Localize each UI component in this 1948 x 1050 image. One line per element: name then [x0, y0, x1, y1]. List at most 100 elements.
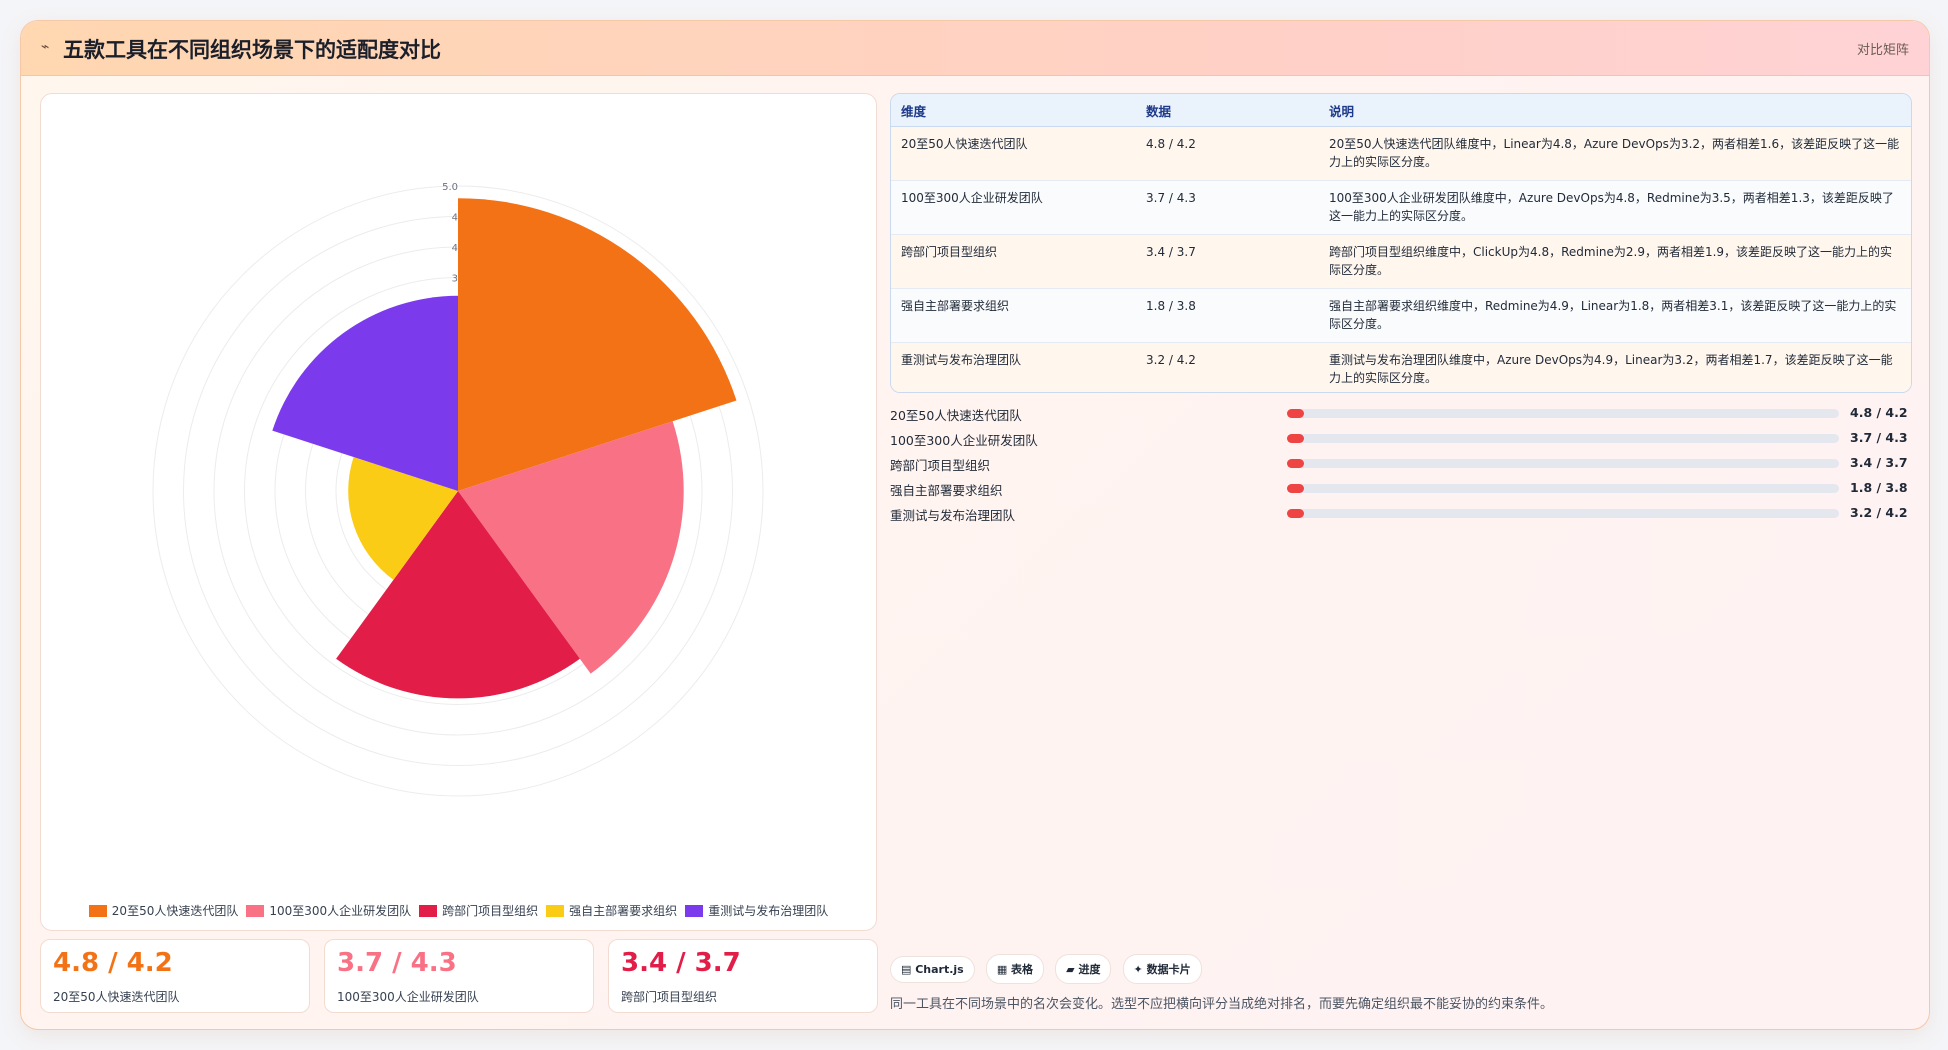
legend-item[interactable]: 20至50人快速迭代团队 [88, 902, 239, 919]
chip-progress[interactable]: ▰ 进度 [1055, 954, 1112, 984]
legend-label: 20至50人快速迭代团队 [111, 904, 239, 918]
legend-label: 强自主部署要求组织 [569, 904, 678, 918]
stat-label: 100至300人企业研发团队 [337, 990, 479, 1004]
progress-track [1287, 409, 1839, 418]
cell-dimension: 跨部门项目型组织 [891, 234, 1136, 289]
cell-description: 重测试与发布治理团队维度中，Azure DevOps为4.9，Linear为3.… [1319, 342, 1911, 392]
stat-card: 4.8 / 4.2 20至50人快速迭代团队 [40, 939, 310, 1013]
stat-card: 3.4 / 3.7 跨部门项目型组织 [608, 939, 878, 1013]
table-row: 重测试与发布治理团队 3.2 / 4.2 重测试与发布治理团队维度中，Azure… [891, 342, 1911, 392]
progress-value: 3.2 / 4.2 [1850, 505, 1908, 520]
legend-label: 100至300人企业研发团队 [269, 904, 412, 918]
legend-label: 跨部门项目型组织 [442, 904, 539, 918]
chip-data-cards[interactable]: ✦ 数据卡片 [1122, 954, 1202, 984]
progress-row: 重测试与发布治理团队 3.2 / 4.2 [890, 503, 1910, 528]
r-tick-label: 5.0 [442, 182, 458, 193]
progress-label: 强自主部署要求组织 [890, 483, 1003, 498]
progress-value: 1.8 / 3.8 [1850, 480, 1908, 495]
cell-data: 1.8 / 3.8 [1136, 288, 1319, 343]
legend-swatch [246, 905, 265, 917]
table-row: 100至300人企业研发团队 3.7 / 4.3 100至300人企业研发团队维… [891, 180, 1911, 235]
cell-data: 4.8 / 4.2 [1136, 126, 1319, 181]
progress-fill [1287, 459, 1304, 468]
progress-label: 重测试与发布治理团队 [890, 508, 1016, 523]
grid-ring [152, 185, 764, 797]
stat-value: 4.8 / 4.2 [53, 948, 173, 978]
chip-row: ▤ Chart.js ▦ 表格 ▰ 进度 ✦ 数据卡片 [890, 954, 1208, 984]
data-table: 维度 数据 说明 20至50人快速迭代团队 4.8 / 4.2 20至50人快速… [890, 93, 1912, 393]
cell-dimension: 100至300人企业研发团队 [891, 180, 1136, 235]
polar-sector[interactable] [458, 421, 684, 674]
progress-track [1287, 484, 1839, 493]
stat-card: 3.7 / 4.3 100至300人企业研发团队 [324, 939, 594, 1013]
progress-fill [1287, 434, 1304, 443]
table-row: 20至50人快速迭代团队 4.8 / 4.2 20至50人快速迭代团队维度中，L… [891, 126, 1911, 181]
legend-item[interactable]: 强自主部署要求组织 [546, 902, 677, 919]
progress-fill [1287, 509, 1304, 518]
progress-list: 20至50人快速迭代团队 4.8 / 4.2 100至300人企业研发团队 3.7 /… [890, 403, 1910, 528]
stat-value: 3.4 / 3.7 [621, 948, 741, 978]
legend-swatch [546, 905, 565, 917]
progress-fill [1287, 409, 1304, 418]
table-row: 跨部门项目型组织 3.4 / 3.7 跨部门项目型组织维度中，ClickUp为4… [891, 234, 1911, 289]
page-title: 五款工具在不同组织场景下的适配度对比 [63, 38, 441, 62]
cell-description: 20至50人快速迭代团队维度中，Linear为4.8，Azure DevOps为… [1319, 126, 1911, 181]
progress-row: 跨部门项目型组织 3.4 / 3.7 [890, 453, 1910, 478]
legend-swatch [419, 905, 438, 917]
stat-value: 3.7 / 4.3 [337, 948, 457, 978]
chart-legend: 20至50人快速迭代团队 100至300人企业研发团队 跨部门项目型组织 强自主部署要… [41, 902, 876, 919]
polar-sector[interactable] [458, 198, 737, 491]
stat-label: 跨部门项目型组织 [621, 990, 718, 1004]
progress-value: 4.8 / 4.2 [1850, 405, 1908, 420]
legend-swatch [88, 905, 107, 917]
cell-description: 强自主部署要求组织维度中，Redmine为4.9，Linear为1.8，两者相差… [1319, 288, 1911, 343]
comparison-card: ⌁ 五款工具在不同组织场景下的适配度对比 对比矩阵 5.0 4 4 3 20至50人快… [20, 20, 1930, 1030]
cell-data: 3.7 / 4.3 [1136, 180, 1319, 235]
stat-cards: 4.8 / 4.2 20至50人快速迭代团队 3.7 / 4.3 100至300人企业… [40, 939, 895, 1013]
table-header-row: 维度 数据 说明 [891, 94, 1911, 127]
matrix-tag: 对比矩阵 [1856, 43, 1909, 58]
r-tick-label: 4 [452, 213, 458, 224]
progress-track [1287, 509, 1839, 518]
chip-table[interactable]: ▦ 表格 [985, 954, 1045, 984]
r-tick-label: 4 [452, 243, 458, 254]
legend-item[interactable]: 重测试与发布治理团队 [685, 902, 828, 919]
polar-sector[interactable] [336, 491, 580, 699]
polar-chart-panel: 5.0 4 4 3 20至50人快速迭代团队 100至300人企业研发团队 跨部门项目型组… [40, 93, 877, 931]
cell-dimension: 20至50人快速迭代团队 [891, 126, 1136, 181]
cell-data: 3.4 / 3.7 [1136, 234, 1319, 289]
legend-label: 重测试与发布治理团队 [708, 904, 829, 918]
chart-line-icon: ⌁ [41, 39, 50, 55]
col-header-data: 数据 [1136, 94, 1319, 127]
progress-track [1287, 459, 1839, 468]
progress-row: 20至50人快速迭代团队 4.8 / 4.2 [890, 403, 1910, 428]
progress-value: 3.4 / 3.7 [1850, 455, 1908, 470]
legend-swatch [685, 905, 704, 917]
stat-label: 20至50人快速迭代团队 [53, 990, 180, 1004]
polar-sector[interactable] [348, 457, 458, 580]
progress-label: 跨部门项目型组织 [890, 458, 991, 473]
card-header: ⌁ 五款工具在不同组织场景下的适配度对比 对比矩阵 [21, 21, 1929, 76]
progress-row: 强自主部署要求组织 1.8 / 3.8 [890, 478, 1910, 503]
cell-dimension: 重测试与发布治理团队 [891, 342, 1136, 392]
col-header-dimension: 维度 [891, 94, 1136, 127]
progress-track [1287, 434, 1839, 443]
cell-data: 3.2 / 4.2 [1136, 342, 1319, 392]
polar-sector[interactable] [272, 295, 458, 491]
progress-label: 100至300人企业研发团队 [890, 433, 1038, 448]
table-row: 强自主部署要求组织 1.8 / 3.8 强自主部署要求组织维度中，Redmine… [891, 288, 1911, 343]
footnote: 同一工具在不同场景中的名次会变化。选型不应把横向评分当成绝对排名，而要先确定组织… [890, 997, 1554, 1012]
legend-item[interactable]: 跨部门项目型组织 [419, 902, 538, 919]
cell-description: 跨部门项目型组织维度中，ClickUp为4.8，Redmine为2.9，两者相差… [1319, 234, 1911, 289]
progress-fill [1287, 484, 1304, 493]
legend-item[interactable]: 100至300人企业研发团队 [246, 902, 411, 919]
chip-chartjs[interactable]: ▤ Chart.js [890, 956, 975, 983]
col-header-description: 说明 [1319, 94, 1911, 127]
r-tick-label: 3 [452, 274, 458, 285]
polar-area-chart: 5.0 4 4 3 [152, 182, 764, 797]
progress-row: 100至300人企业研发团队 3.7 / 4.3 [890, 428, 1910, 453]
progress-value: 3.7 / 4.3 [1850, 430, 1908, 445]
cell-description: 100至300人企业研发团队维度中，Azure DevOps为4.8，Redmi… [1319, 180, 1911, 235]
progress-label: 20至50人快速迭代团队 [890, 408, 1022, 423]
cell-dimension: 强自主部署要求组织 [891, 288, 1136, 343]
